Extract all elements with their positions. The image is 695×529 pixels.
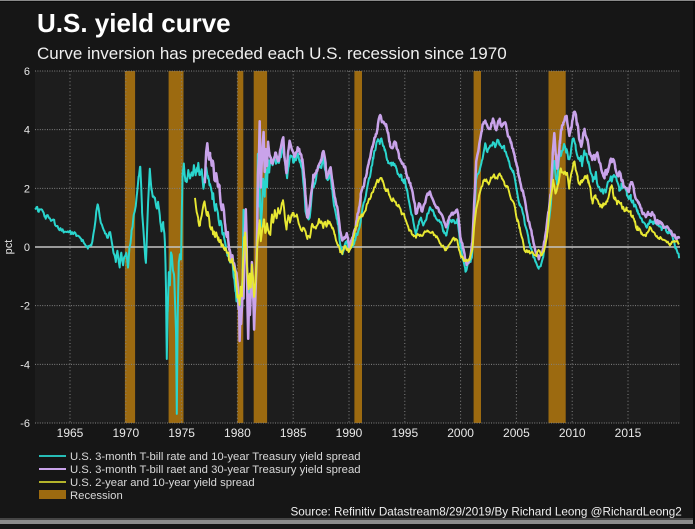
svg-text:Source: Refinitiv Datastream8/: Source: Refinitiv Datastream8/29/2019/By… bbox=[291, 506, 682, 519]
svg-text:1965: 1965 bbox=[57, 426, 84, 440]
svg-text:2: 2 bbox=[24, 183, 30, 195]
svg-text:2000: 2000 bbox=[447, 426, 474, 440]
svg-text:U.S. 3-month T-bill rate and 1: U.S. 3-month T-bill rate and 10-year Tre… bbox=[70, 451, 361, 463]
svg-text:-4: -4 bbox=[20, 359, 30, 371]
svg-text:0: 0 bbox=[24, 242, 30, 254]
svg-text:Recession: Recession bbox=[70, 490, 123, 502]
svg-text:U.S. yield curve: U.S. yield curve bbox=[37, 8, 231, 38]
svg-text:1985: 1985 bbox=[280, 426, 307, 440]
svg-text:6: 6 bbox=[24, 66, 30, 78]
svg-text:1995: 1995 bbox=[391, 426, 418, 440]
svg-text:-6: -6 bbox=[20, 418, 30, 430]
svg-text:1970: 1970 bbox=[112, 426, 139, 440]
svg-text:1975: 1975 bbox=[168, 426, 195, 440]
svg-text:pct: pct bbox=[3, 240, 15, 255]
svg-text:2005: 2005 bbox=[503, 426, 530, 440]
svg-text:1990: 1990 bbox=[336, 426, 363, 440]
svg-text:-2: -2 bbox=[20, 301, 30, 313]
svg-text:2010: 2010 bbox=[559, 426, 586, 440]
svg-text:Curve inversion has preceded e: Curve inversion has preceded each U.S. r… bbox=[37, 44, 507, 63]
svg-text:2015: 2015 bbox=[615, 426, 642, 440]
svg-text:4: 4 bbox=[24, 125, 30, 137]
svg-text:1980: 1980 bbox=[224, 426, 251, 440]
svg-text:U.S. 2-year and 10-year yield: U.S. 2-year and 10-year yield spread bbox=[70, 477, 255, 489]
svg-text:U.S. 3-month T-bill raet and 3: U.S. 3-month T-bill raet and 30-year Tre… bbox=[70, 464, 361, 476]
